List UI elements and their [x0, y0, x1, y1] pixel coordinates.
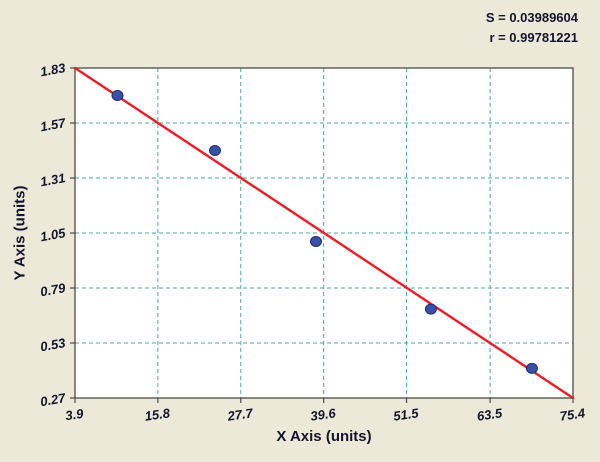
stat-s-value: S = 0.03989604	[485, 10, 578, 25]
x-tick-label: 3.9	[64, 406, 85, 423]
x-tick-label: 39.6	[309, 405, 337, 423]
data-point	[208, 145, 221, 156]
stats-block: S = 0.03989604 r = 0.99781221	[486, 8, 578, 48]
y-tick-label: 1.83	[39, 60, 67, 79]
y-axis-title: Y Axis (units)	[11, 185, 29, 281]
data-point	[525, 362, 538, 374]
stat-r-value: r = 0.99781221	[489, 30, 578, 46]
y-tick-label: 1.57	[39, 115, 67, 134]
x-axis-title: X Axis (units)	[276, 428, 372, 445]
x-tick-label: 75.4	[559, 405, 587, 423]
y-tick-label: 0.53	[39, 335, 67, 354]
x-tick-label: 15.8	[144, 405, 172, 423]
y-tick-label: 0.79	[39, 280, 67, 299]
data-point	[111, 90, 124, 101]
y-tick-label: 1.05	[39, 225, 67, 244]
y-tick-label: 1.31	[39, 170, 67, 189]
data-point	[309, 235, 322, 247]
x-tick-label: 51.5	[392, 405, 420, 423]
x-tick-label: 63.5	[476, 405, 504, 423]
y-tick-label: 0.27	[39, 390, 67, 409]
x-tick-label: 27.7	[226, 405, 255, 424]
regression-line	[73, 66, 575, 400]
data-point	[424, 303, 437, 315]
